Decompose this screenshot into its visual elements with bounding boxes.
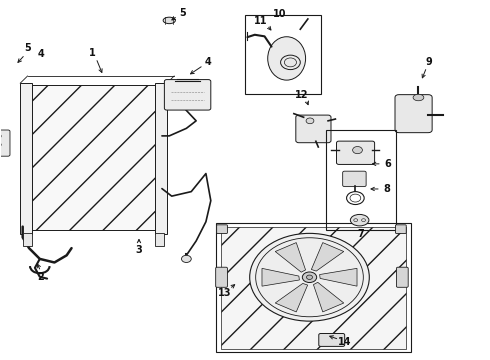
FancyBboxPatch shape bbox=[396, 267, 408, 287]
Text: 11: 11 bbox=[254, 17, 268, 27]
Text: 8: 8 bbox=[383, 184, 390, 194]
Bar bbox=[326, 130, 396, 230]
Bar bbox=[31, 85, 156, 230]
Text: 2: 2 bbox=[37, 272, 44, 282]
Circle shape bbox=[250, 233, 369, 321]
Text: 14: 14 bbox=[339, 337, 352, 347]
Bar bbox=[216, 223, 411, 352]
FancyBboxPatch shape bbox=[296, 115, 331, 143]
Text: 9: 9 bbox=[425, 57, 432, 67]
Bar bbox=[220, 226, 406, 348]
FancyBboxPatch shape bbox=[343, 171, 366, 186]
FancyBboxPatch shape bbox=[216, 267, 227, 287]
Polygon shape bbox=[319, 268, 357, 286]
Circle shape bbox=[307, 275, 313, 279]
Text: 4: 4 bbox=[205, 57, 212, 67]
Text: 3: 3 bbox=[136, 245, 143, 255]
Polygon shape bbox=[275, 243, 306, 272]
Circle shape bbox=[353, 147, 363, 154]
Circle shape bbox=[181, 255, 191, 262]
Circle shape bbox=[284, 58, 296, 67]
FancyBboxPatch shape bbox=[395, 225, 406, 233]
FancyBboxPatch shape bbox=[319, 333, 344, 346]
Bar bbox=[155, 83, 167, 234]
Text: 13: 13 bbox=[218, 288, 231, 298]
FancyBboxPatch shape bbox=[217, 225, 227, 233]
Circle shape bbox=[302, 272, 317, 283]
Polygon shape bbox=[275, 283, 308, 312]
Text: 7: 7 bbox=[357, 229, 364, 239]
FancyBboxPatch shape bbox=[395, 95, 432, 133]
FancyBboxPatch shape bbox=[0, 130, 10, 156]
Text: 12: 12 bbox=[295, 90, 309, 100]
Circle shape bbox=[306, 118, 314, 124]
Ellipse shape bbox=[413, 94, 424, 101]
FancyBboxPatch shape bbox=[337, 141, 374, 165]
Ellipse shape bbox=[163, 17, 175, 24]
Text: 6: 6 bbox=[384, 159, 391, 169]
Polygon shape bbox=[314, 282, 344, 312]
FancyBboxPatch shape bbox=[164, 80, 211, 110]
Polygon shape bbox=[311, 243, 344, 271]
Bar bbox=[20, 83, 32, 234]
Text: 5: 5 bbox=[24, 43, 31, 53]
Text: 10: 10 bbox=[272, 9, 286, 19]
Ellipse shape bbox=[350, 215, 369, 226]
FancyBboxPatch shape bbox=[23, 233, 32, 246]
Text: 5: 5 bbox=[179, 8, 186, 18]
Polygon shape bbox=[262, 268, 299, 286]
Ellipse shape bbox=[268, 37, 306, 80]
Circle shape bbox=[256, 238, 363, 317]
Text: 4: 4 bbox=[37, 49, 44, 59]
Bar bbox=[245, 15, 321, 94]
Text: 1: 1 bbox=[89, 48, 96, 58]
FancyBboxPatch shape bbox=[155, 233, 164, 246]
